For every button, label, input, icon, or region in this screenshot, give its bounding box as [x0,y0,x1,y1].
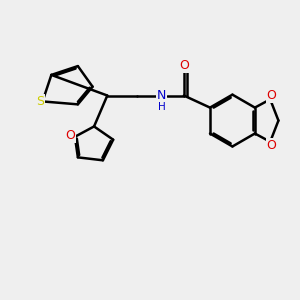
Text: S: S [36,95,44,108]
Text: O: O [66,129,75,142]
Text: O: O [179,59,189,72]
Text: N: N [157,89,167,102]
Text: O: O [267,89,277,102]
Text: H: H [158,102,166,112]
Text: O: O [267,139,277,152]
